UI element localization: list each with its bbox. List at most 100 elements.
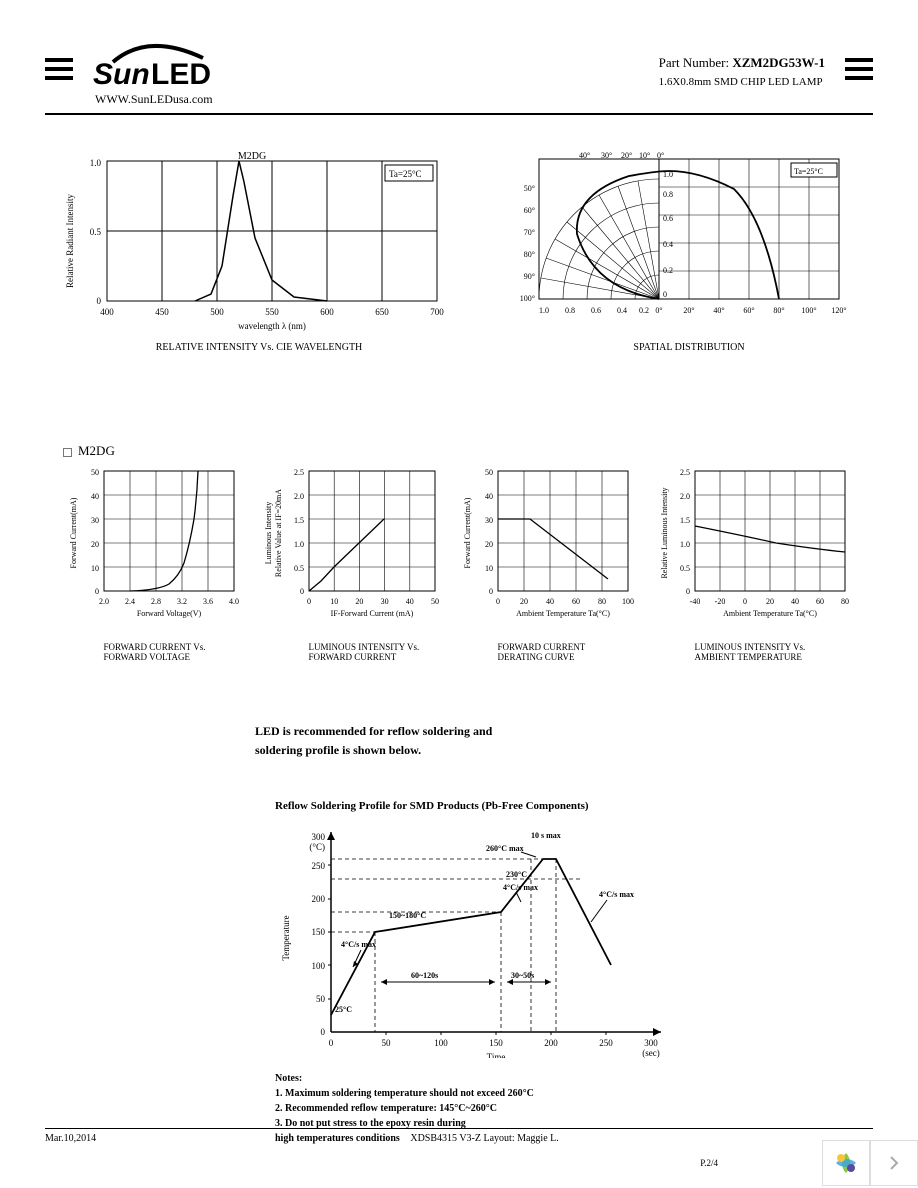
svg-text:0: 0 [307, 597, 311, 606]
svg-text:40°: 40° [579, 151, 590, 160]
page-number: P.2/4 [700, 1158, 718, 1168]
svg-text:80: 80 [841, 597, 849, 606]
footer-doc: XDSB4315 V3-Z Layout: Maggie L. [410, 1133, 558, 1144]
svg-text:Ta=25°C: Ta=25°C [794, 167, 823, 176]
svg-text:230°C: 230°C [506, 870, 527, 879]
app-badge-icon[interactable] [822, 1140, 870, 1186]
svg-text:0.8: 0.8 [663, 190, 673, 199]
svg-text:150: 150 [489, 1038, 503, 1048]
svg-text:20: 20 [355, 597, 363, 606]
chart3-caption: FORWARD CURRENT Vs.FORWARD VOLTAGE [104, 642, 249, 662]
svg-text:100: 100 [434, 1038, 448, 1048]
svg-text:20: 20 [520, 597, 528, 606]
reflow-title: Reflow Soldering Profile for SMD Product… [275, 800, 873, 812]
menu-right-icon[interactable] [845, 58, 873, 80]
svg-text:260°C max: 260°C max [486, 844, 524, 853]
svg-text:100°: 100° [520, 294, 535, 303]
svg-text:50: 50 [91, 468, 99, 477]
svg-text:120°: 120° [831, 306, 846, 315]
svg-text:40: 40 [546, 597, 554, 606]
svg-text:450: 450 [155, 307, 169, 317]
svg-text:2.5: 2.5 [294, 468, 304, 477]
svg-text:0.8: 0.8 [565, 306, 575, 315]
svg-text:0.5: 0.5 [294, 564, 304, 573]
header-rule [45, 113, 873, 115]
svg-text:300: 300 [644, 1038, 658, 1048]
svg-text:4.0: 4.0 [229, 597, 239, 606]
svg-text:30~50s: 30~50s [511, 971, 534, 980]
svg-text:-20: -20 [714, 597, 725, 606]
svg-text:70°: 70° [524, 228, 535, 237]
svg-text:25°C: 25°C [335, 1005, 352, 1014]
svg-text:300: 300 [312, 832, 326, 842]
svg-text:Sun: Sun [93, 58, 150, 91]
svg-text:50: 50 [431, 597, 439, 606]
svg-text:3.2: 3.2 [177, 597, 187, 606]
svg-text:Temperature: Temperature [281, 916, 291, 961]
svg-text:200: 200 [544, 1038, 558, 1048]
chart5-caption: FORWARD CURRENTDERATING CURVE [498, 642, 643, 662]
note-1: 1. Maximum soldering temperature should … [275, 1086, 873, 1101]
svg-text:0: 0 [95, 587, 99, 596]
svg-text:650: 650 [375, 307, 389, 317]
svg-text:wavelength λ (nm): wavelength λ (nm) [238, 321, 306, 331]
svg-text:0.6: 0.6 [591, 306, 601, 315]
svg-text:40: 40 [405, 597, 413, 606]
chart6-caption: LUMINOUS INTENSITY Vs.AMBIENT TEMPERATUR… [695, 642, 855, 662]
svg-text:60°: 60° [524, 206, 535, 215]
section-m2dg-label: M2DG [63, 443, 873, 459]
section-m2dg-text: M2DG [78, 443, 115, 458]
svg-text:30: 30 [91, 516, 99, 525]
svg-text:2.0: 2.0 [294, 492, 304, 501]
svg-text:Relative Value at IF=20mA: Relative Value at IF=20mA [274, 489, 283, 577]
svg-text:20°: 20° [683, 306, 694, 315]
svg-text:4°C/s max: 4°C/s max [341, 940, 376, 949]
svg-text:100: 100 [622, 597, 634, 606]
charts-row-2: 50403020100 2.02.42.83.23.64.0 Forward V… [45, 463, 873, 662]
relative-intensity-chart: Ta=25°C M2DG 1.0 0.5 0 400 450 500 550 6… [59, 151, 459, 353]
svg-text:50: 50 [485, 468, 493, 477]
footer-date: Mar.10,2014 [45, 1133, 96, 1144]
svg-text:1.0: 1.0 [663, 170, 673, 179]
svg-text:1.0: 1.0 [90, 158, 102, 168]
svg-text:20: 20 [485, 540, 493, 549]
svg-text:700: 700 [430, 307, 444, 317]
svg-text:60: 60 [572, 597, 580, 606]
svg-text:60: 60 [816, 597, 824, 606]
svg-text:1.5: 1.5 [294, 516, 304, 525]
menu-left-icon[interactable] [45, 58, 73, 80]
svg-text:40: 40 [791, 597, 799, 606]
solder-text-line2: soldering profile is shown below. [255, 741, 873, 760]
svg-text:0: 0 [686, 587, 690, 596]
header-right: Part Number: XZM2DG53W-1 1.6X0.8mm SMD C… [659, 54, 825, 88]
svg-text:10°: 10° [639, 151, 650, 160]
svg-text:Forward Current(mA): Forward Current(mA) [463, 497, 472, 568]
spatial-distribution-chart: Ta=25°C 40°30°20°10°0° 50° 60° 70° 80° 9… [519, 151, 859, 353]
svg-text:Relative Radiant Intensity: Relative Radiant Intensity [65, 194, 75, 288]
svg-text:(°C): (°C) [309, 842, 325, 852]
svg-text:10: 10 [330, 597, 338, 606]
svg-text:80°: 80° [773, 306, 784, 315]
svg-text:10 s max: 10 s max [531, 831, 561, 840]
svg-text:40: 40 [91, 492, 99, 501]
svg-text:20°: 20° [621, 151, 632, 160]
reflow-chart: 300(°C) 250 200 150 100 50 0 0 50 100 15… [275, 818, 873, 1146]
logo-block: Sun LED WWW.SunLEDusa.com [93, 40, 253, 107]
svg-text:50: 50 [382, 1038, 392, 1048]
svg-text:0: 0 [97, 296, 102, 306]
charts-row-1: Ta=25°C M2DG 1.0 0.5 0 400 450 500 550 6… [45, 151, 873, 353]
svg-text:4°C/s max: 4°C/s max [503, 883, 538, 892]
chart1-caption: RELATIVE INTENSITY Vs. CIE WAVELENGTH [59, 342, 459, 353]
notes-title: Notes: [275, 1071, 873, 1086]
svg-text:500: 500 [210, 307, 224, 317]
svg-text:0: 0 [489, 587, 493, 596]
next-page-button[interactable] [870, 1140, 918, 1186]
svg-text:2.4: 2.4 [125, 597, 135, 606]
svg-text:30°: 30° [601, 151, 612, 160]
svg-text:80°: 80° [524, 250, 535, 259]
svg-text:60~120s: 60~120s [411, 971, 438, 980]
svg-text:0: 0 [300, 587, 304, 596]
svg-text:0: 0 [743, 597, 747, 606]
square-icon [63, 448, 72, 457]
svg-text:80: 80 [598, 597, 606, 606]
